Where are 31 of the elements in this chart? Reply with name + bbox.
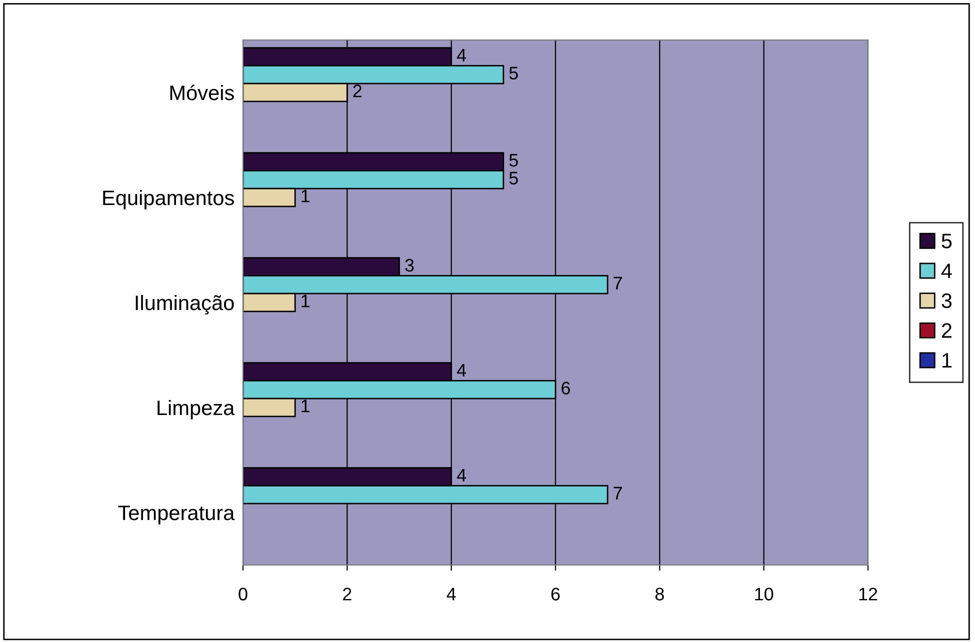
data-label: 1 xyxy=(302,294,310,308)
data-label: 2 xyxy=(353,84,362,98)
legend-label: 2 xyxy=(942,323,952,338)
data-label: 5 xyxy=(509,172,518,184)
legend-label: 4 xyxy=(941,264,952,278)
legend-label: 3 xyxy=(942,293,952,308)
x-tick-label: 6 xyxy=(551,588,560,600)
y-tick-label: Limpeza xyxy=(158,400,235,420)
data-label: 6 xyxy=(562,382,570,394)
legend-label: 5 xyxy=(942,234,952,248)
x-tick-label: 2 xyxy=(343,588,352,600)
data-label: 3 xyxy=(405,258,414,272)
x-tick-label: 4 xyxy=(446,588,456,600)
y-tick-label: Equipamentos xyxy=(103,190,234,210)
x-tick-label: 12 xyxy=(859,588,878,600)
y-tick-label: Móveis xyxy=(170,84,234,100)
data-label: 4 xyxy=(456,49,466,62)
data-label: 1 xyxy=(302,400,310,412)
data-label: 7 xyxy=(614,486,622,500)
x-tick-label: 0 xyxy=(238,588,248,600)
data-label: 1 xyxy=(302,190,310,202)
x-tick-label: 10 xyxy=(755,588,774,600)
data-label: 5 xyxy=(509,66,518,80)
data-label: 7 xyxy=(614,276,622,290)
legend-label: 1 xyxy=(942,353,952,368)
y-tick-label: Temperatura xyxy=(118,506,235,524)
data-label: 5 xyxy=(509,154,518,167)
y-tick-label: Iluminação xyxy=(136,294,234,314)
data-label: 4 xyxy=(456,364,466,376)
data-label: 4 xyxy=(456,469,466,482)
x-tick-label: 8 xyxy=(655,588,664,600)
